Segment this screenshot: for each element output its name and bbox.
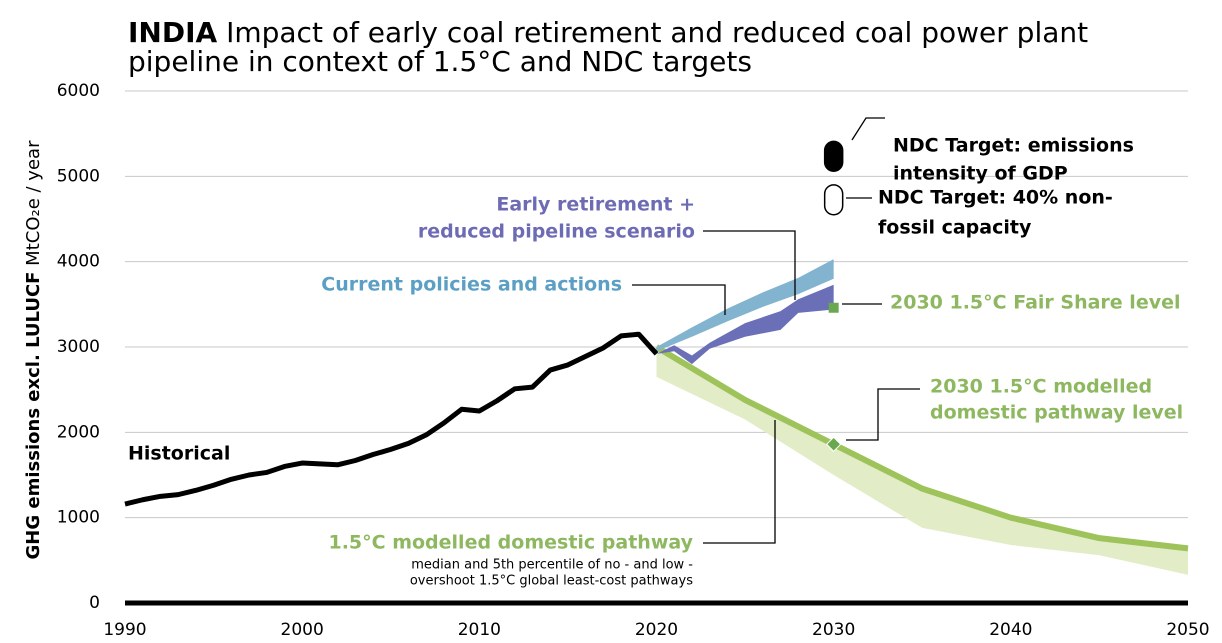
current-policies-band — [656, 259, 834, 352]
annotation: Historical — [128, 443, 230, 465]
annotation: Current policies and actions — [321, 274, 622, 296]
annotation: NDC Target: 40% non- — [878, 187, 1113, 209]
leader-line — [703, 230, 796, 300]
title-bold: INDIA — [128, 16, 218, 49]
annotation: 1.5°C modelled domestic pathway — [328, 532, 693, 554]
annotation: domestic pathway level — [930, 402, 1183, 424]
annotation: intensity of GDP — [893, 163, 1068, 185]
pathway-median — [654, 344, 1189, 552]
y-tick-label: 1000 — [57, 508, 100, 528]
annotation: Early retirement + — [496, 194, 695, 216]
y-tick-label: 3000 — [57, 337, 100, 357]
y-tick-label: 4000 — [57, 252, 100, 272]
y-label-bold: GHG emissions excl. LULUCF — [23, 272, 44, 560]
ndc-marker — [823, 140, 844, 172]
modelled-level-marker — [825, 436, 842, 452]
y-tick-label: 0 — [89, 593, 100, 613]
historical-line — [124, 331, 659, 507]
early-retirement-band — [656, 284, 834, 365]
x-tick-label: 2040 — [989, 620, 1032, 640]
x-tick-label: 2020 — [635, 620, 678, 640]
annotation: reduced pipeline scenario — [418, 221, 695, 243]
leader-line — [846, 388, 920, 441]
annotation: fossil capacity — [878, 217, 1032, 239]
leader-line — [703, 420, 776, 544]
x-tick-label: 2030 — [812, 620, 855, 640]
annotation: NDC Target: emissions — [893, 135, 1134, 157]
y-tick-label: 5000 — [57, 166, 100, 186]
leader-lines — [632, 117, 920, 544]
annotation: median and 5th percentile of no - and lo… — [411, 558, 693, 573]
y-label-unit: MtCO₂e / year — [23, 140, 44, 266]
x-tick-label: 1990 — [103, 620, 146, 640]
x-tick-label: 2010 — [458, 620, 501, 640]
annotation: 2030 1.5°C modelled — [930, 376, 1152, 398]
y-axis-title: GHG emissions excl. LULUCF MtCO₂e / year — [23, 140, 44, 560]
chart-title: INDIA Impact of early coal retirement an… — [128, 16, 1088, 49]
fair-share-marker — [828, 302, 839, 313]
title-line: Impact of early coal retirement and redu… — [226, 16, 1088, 49]
ndc-marker — [823, 184, 844, 216]
pathway-band — [656, 347, 1188, 575]
leader-line — [632, 284, 726, 315]
chart-title: pipeline in context of 1.5°C and NDC tar… — [128, 45, 752, 78]
x-tick-label: 2000 — [281, 620, 324, 640]
annotation: overshoot 1.5°C global least-cost pathwa… — [410, 574, 693, 589]
leader-line — [851, 117, 885, 141]
y-tick-label: 2000 — [57, 422, 100, 442]
x-tick-label: 2050 — [1166, 620, 1209, 640]
y-tick-label: 6000 — [57, 81, 100, 101]
annotation: 2030 1.5°C Fair Share level — [890, 292, 1180, 314]
